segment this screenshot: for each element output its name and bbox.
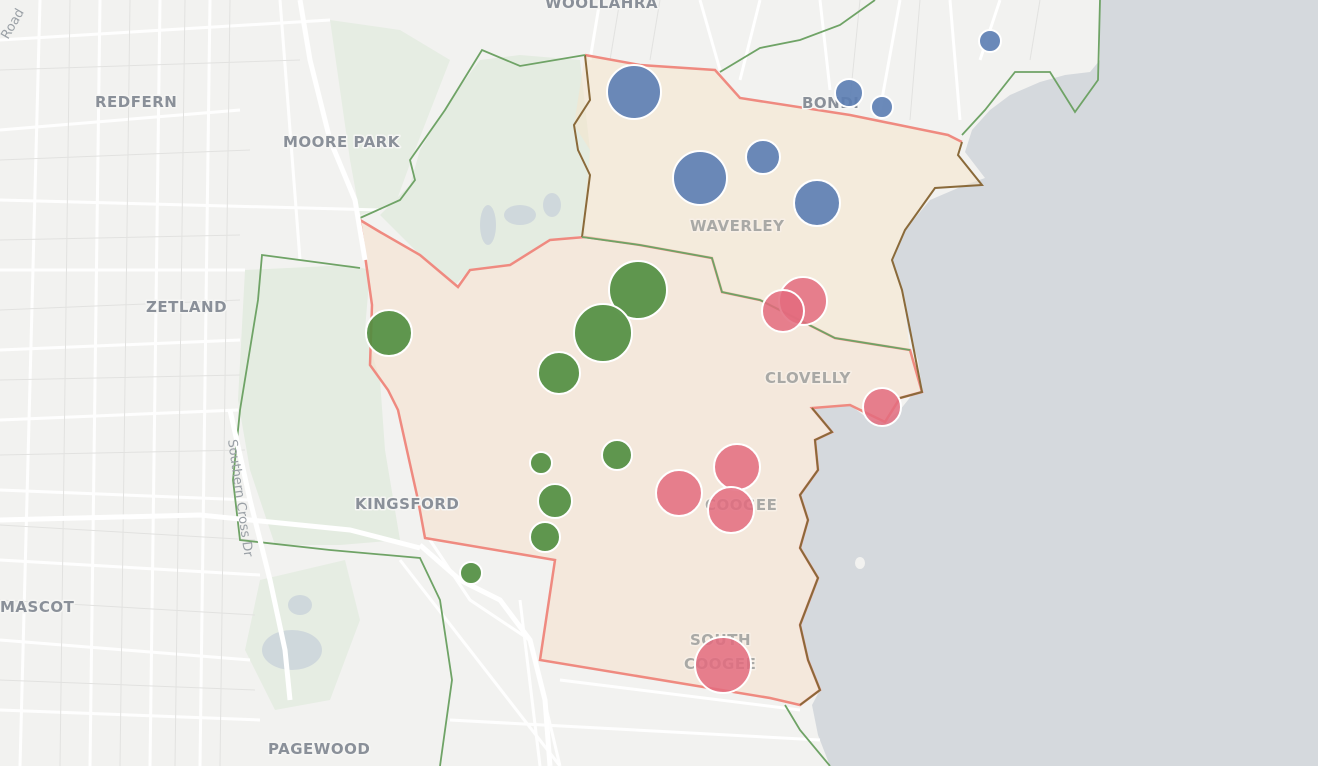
map-marker-green[interactable] bbox=[459, 561, 483, 585]
map-marker-red[interactable] bbox=[713, 443, 761, 491]
golf-course bbox=[238, 265, 400, 545]
green-boundary-south bbox=[784, 704, 831, 766]
street-grid bbox=[0, 0, 1002, 766]
map-marker-red[interactable] bbox=[655, 469, 703, 517]
pond-5 bbox=[480, 205, 496, 245]
label-redfern: REDFERN bbox=[95, 93, 177, 111]
label-kingsford: KINGSFORD bbox=[355, 495, 459, 513]
map-marker-green[interactable] bbox=[537, 483, 573, 519]
red-markers bbox=[655, 276, 902, 694]
green-boundary-north bbox=[359, 48, 586, 219]
label-mascot: MASCOT bbox=[0, 598, 75, 616]
map-marker-green[interactable] bbox=[529, 521, 561, 553]
pond-3 bbox=[504, 205, 536, 225]
map-marker-blue[interactable] bbox=[793, 179, 841, 227]
moore-park-area bbox=[330, 20, 450, 215]
rock-island bbox=[855, 557, 865, 569]
map-marker-red[interactable] bbox=[707, 486, 755, 534]
map-marker-red[interactable] bbox=[761, 289, 805, 333]
pond-2 bbox=[288, 595, 312, 615]
map-marker-red[interactable] bbox=[694, 636, 752, 694]
major-roads bbox=[0, 0, 553, 766]
map-marker-green[interactable] bbox=[537, 351, 581, 395]
blue-markers bbox=[606, 29, 1002, 227]
map-marker-green[interactable] bbox=[529, 451, 553, 475]
map-marker-green[interactable] bbox=[608, 260, 668, 320]
centennial-park bbox=[380, 55, 590, 285]
map-marker-green[interactable] bbox=[573, 303, 633, 363]
street-grid-minor bbox=[0, 0, 1041, 766]
waverley-west-border bbox=[572, 54, 592, 238]
green-boundary-west bbox=[232, 253, 453, 766]
label-woollahra: WOOLLAHRA bbox=[545, 0, 658, 12]
map-marker-blue[interactable] bbox=[672, 150, 728, 206]
map-marker-red[interactable] bbox=[862, 387, 902, 427]
label-pagewood: PAGEWOOD bbox=[268, 740, 370, 758]
label-moore-park: MOORE PARK bbox=[283, 133, 401, 151]
map-marker-green[interactable] bbox=[601, 439, 633, 471]
map-marker-blue[interactable] bbox=[606, 64, 662, 120]
pond-1 bbox=[262, 630, 322, 670]
green-boundary-east bbox=[719, 0, 1101, 136]
green-boundary-mid bbox=[581, 236, 911, 351]
sea-water bbox=[800, 0, 1318, 766]
map-marker-blue[interactable] bbox=[978, 29, 1002, 53]
map-marker-green[interactable] bbox=[365, 309, 413, 357]
map-marker-blue[interactable] bbox=[745, 139, 781, 175]
waverley-region bbox=[574, 55, 982, 350]
label-zetland: ZETLAND bbox=[146, 298, 227, 316]
label-waverley: WAVERLEY bbox=[690, 217, 785, 235]
green-markers bbox=[365, 260, 668, 585]
map-marker-blue[interactable] bbox=[834, 78, 864, 108]
coast-border bbox=[798, 141, 984, 706]
map-marker-blue[interactable] bbox=[870, 95, 894, 119]
label-clovelly: CLOVELLY bbox=[765, 369, 852, 387]
pond-4 bbox=[543, 193, 561, 217]
